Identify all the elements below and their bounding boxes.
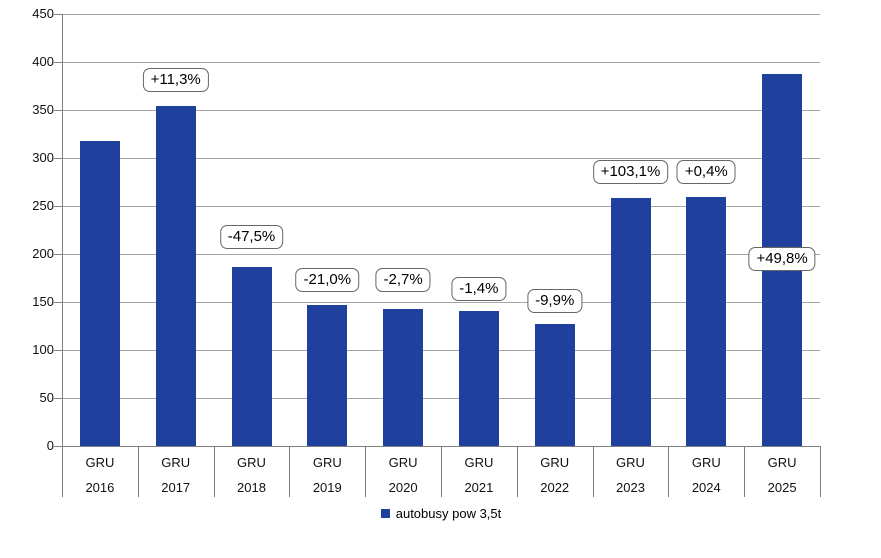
category-separator (668, 446, 670, 497)
y-axis-line (62, 14, 63, 446)
bar-gru-2016 (79, 140, 120, 446)
category-month: GRU (767, 455, 797, 470)
category-separator (62, 446, 63, 497)
category-month: GRU (237, 455, 266, 470)
y-axis-tick (54, 446, 63, 447)
y-axis-tick (54, 158, 63, 159)
bar-gru-2023 (610, 198, 651, 446)
category-separator (365, 446, 367, 497)
pct-change-label: +103,1% (592, 160, 669, 185)
gridline (62, 206, 820, 207)
category-separator (213, 446, 215, 497)
pct-change-label: +49,8% (748, 246, 816, 271)
category-label: GRU 2016 (62, 446, 138, 495)
gridline (62, 14, 820, 15)
category-label: GRU 2024 (668, 446, 744, 495)
category-month: GRU (464, 455, 494, 470)
category-separator (744, 446, 746, 497)
bar-gru-2020 (383, 308, 424, 446)
pct-change-label: -9,9% (527, 289, 583, 314)
category-year: 2024 (691, 480, 721, 495)
category-year: 2023 (616, 480, 645, 495)
category-label: GRU 2021 (441, 446, 517, 495)
y-axis-tick-label: 350 (32, 102, 54, 117)
gridline (62, 62, 820, 63)
category-month: GRU (161, 455, 191, 470)
y-axis-tick-label: 400 (32, 54, 54, 69)
category-label: GRU 2018 (214, 446, 290, 495)
y-axis-tick (54, 62, 63, 63)
category-month: GRU (540, 455, 570, 470)
gridline (62, 302, 820, 303)
bar-gru-2021 (458, 310, 499, 446)
y-axis-tick (54, 206, 63, 207)
category-year: 2022 (540, 480, 570, 495)
pct-change-label: +0,4% (676, 160, 736, 185)
category-month: GRU (691, 455, 721, 470)
category-separator (820, 446, 821, 497)
y-axis-tick-label: 250 (32, 198, 54, 213)
category-separator (137, 446, 139, 497)
category-separator (592, 446, 594, 497)
category-separator (289, 446, 291, 497)
y-axis-tick-label: 50 (39, 390, 54, 405)
pct-change-label: -21,0% (295, 267, 360, 292)
y-axis-tick-label: 150 (32, 294, 54, 309)
gridline (62, 398, 820, 399)
category-label: GRU 2023 (593, 446, 669, 495)
category-year: 2017 (161, 480, 191, 495)
category-year: 2016 (85, 480, 115, 495)
bar-gru-2022 (534, 324, 575, 446)
y-axis-tick (54, 350, 63, 351)
legend: autobusy pow 3,5t (62, 506, 820, 521)
category-label: GRU 2022 (517, 446, 593, 495)
gridline (62, 350, 820, 351)
category-separator (441, 446, 442, 497)
bar-gru-2024 (686, 197, 727, 446)
category-label: GRU 2017 (138, 446, 214, 495)
y-axis-tick-label: 100 (32, 342, 54, 357)
y-axis-tick (54, 302, 63, 303)
category-label: GRU 2025 (744, 446, 820, 495)
y-axis-tick-label: 0 (46, 438, 54, 453)
y-axis-tick-label: 450 (32, 6, 54, 21)
bar-gru-2018 (231, 267, 272, 446)
pct-change-label: -47,5% (219, 224, 284, 249)
pct-change-label: -2,7% (375, 267, 431, 292)
category-month: GRU (388, 455, 418, 470)
y-axis-tick-label: 200 (32, 246, 54, 261)
gridline (62, 158, 820, 159)
category-label: GRU 2020 (365, 446, 441, 495)
category-month: GRU (85, 455, 115, 470)
pct-change-label: +11,3% (142, 68, 209, 93)
legend-swatch-icon (380, 509, 390, 518)
gridline (62, 110, 820, 111)
category-month: GRU (616, 455, 645, 470)
category-year: 2025 (767, 480, 797, 495)
pct-change-label: -1,4% (451, 276, 507, 301)
category-year: 2021 (464, 480, 494, 495)
bar-gru-2019 (307, 304, 348, 446)
y-axis-tick (54, 398, 63, 399)
category-separator (516, 446, 518, 497)
category-year: 2020 (388, 480, 418, 495)
category-month: GRU (312, 455, 342, 470)
y-axis-tick (54, 254, 63, 255)
y-axis-tick (54, 14, 63, 15)
bar-gru-2017 (155, 106, 196, 446)
y-axis-tick-label: 300 (32, 150, 54, 165)
category-year: 2019 (312, 480, 342, 495)
legend-label: autobusy pow 3,5t (395, 506, 502, 521)
category-label: GRU 2019 (289, 446, 365, 495)
category-year: 2018 (237, 480, 266, 495)
y-axis-tick (54, 110, 63, 111)
gridline (62, 254, 820, 255)
